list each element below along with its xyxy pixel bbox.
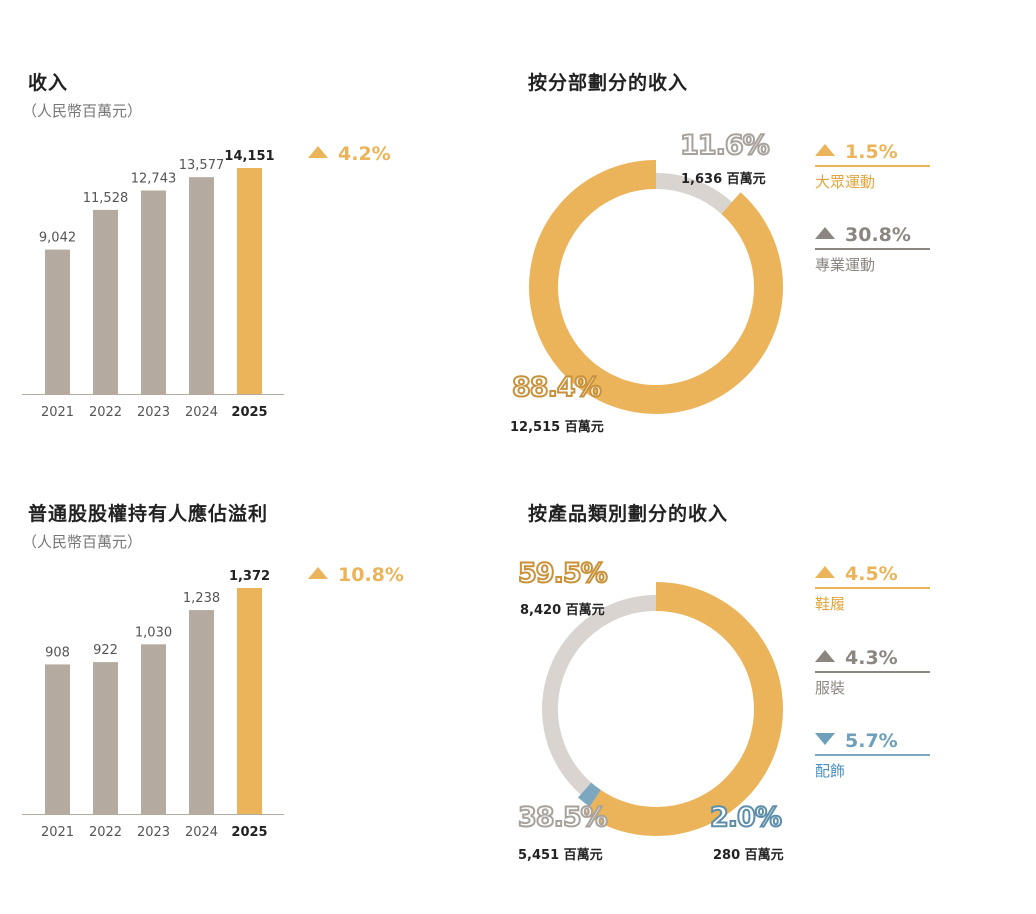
donut-slice-配飾 [577, 782, 602, 807]
bar-value-label: 908 [45, 645, 70, 660]
up-triangle-icon [815, 227, 835, 239]
bar-value-label: 11,528 [83, 191, 129, 206]
up-triangle-icon [308, 567, 328, 579]
x-tick-label: 2024 [185, 405, 218, 420]
bar-value-label: 1,372 [229, 569, 270, 584]
x-tick-label: 2023 [137, 825, 170, 840]
legend-apparel-label: 服裝 [815, 679, 846, 697]
legend-apparel-change: 4.3% [845, 647, 898, 669]
legend-footwear-change: 4.5% [845, 563, 898, 585]
profit-bar-chart: 908 2021 922 2022 1,030 2023 1,238 2024 1,372 202… [22, 569, 284, 840]
category-revenue-title: 按產品類別劃分的收入 [528, 503, 729, 525]
pro-sports-percent: 11.6% [679, 129, 771, 162]
revenue-change-value: 4.2% [338, 143, 391, 165]
up-triangle-icon [815, 650, 835, 662]
apparel-value: 5,451 百萬元 [518, 848, 603, 863]
revenue-bar-chart: 9,042 2021 11,528 2022 12,743 2023 13,577 2024 1… [22, 149, 284, 420]
revenue-change: 4.2% [308, 143, 391, 165]
bar-value-label: 1,238 [183, 591, 220, 606]
pro-sports-value: 1,636 百萬元 [681, 172, 766, 187]
donut-hole [559, 612, 753, 806]
legend-accessories-change: 5.7% [845, 730, 898, 752]
segment-revenue-title: 按分部劃分的收入 [528, 72, 689, 94]
legend-divider [815, 248, 930, 250]
donut-slice-鞋履 [584, 582, 783, 836]
x-tick-label: 2022 [89, 405, 122, 420]
legend-accessories-label: 配飾 [815, 762, 846, 780]
footwear-value: 8,420 百萬元 [520, 603, 605, 618]
x-tick-label: 2023 [137, 405, 170, 420]
revenue-title: 收入 [28, 72, 69, 94]
footwear-percent: 59.5% [517, 557, 609, 590]
accessories-value: 280 百萬元 [713, 848, 784, 863]
bar-2025 [237, 168, 262, 394]
bar-2021 [45, 664, 70, 814]
bar-value-label: 922 [93, 643, 118, 658]
donut-hole [559, 190, 753, 384]
legend-pro-sports-label: 專業運動 [815, 256, 876, 274]
x-tick-label: 2025 [231, 405, 267, 420]
bar-2025 [237, 588, 262, 814]
apparel-percent: 38.5% [517, 801, 609, 834]
legend-divider [815, 671, 930, 673]
bar-2021 [45, 249, 70, 394]
donut-slice-服裝 [542, 595, 657, 795]
bar-value-label: 9,042 [39, 231, 76, 246]
bar-2023 [141, 644, 166, 814]
x-tick-label: 2022 [89, 825, 122, 840]
up-triangle-icon [308, 146, 328, 158]
legend-mass-sports-change: 1.5% [845, 141, 898, 163]
up-triangle-icon [815, 144, 835, 156]
legend-mass-sports-label: 大眾運動 [815, 173, 876, 191]
bar-2022 [93, 209, 118, 394]
bar-2024 [189, 177, 214, 394]
legend-footwear: 4.5% 鞋履 [815, 563, 930, 614]
profit-title: 普通股股權持有人應佔溢利 [28, 503, 269, 525]
mass-sports-percent: 88.4% [511, 371, 603, 404]
down-triangle-icon [815, 733, 835, 745]
legend-pro-sports-change: 30.8% [845, 224, 911, 246]
x-tick-label: 2025 [231, 825, 267, 840]
accessories-percent: 2.0% [709, 801, 783, 834]
x-tick-label: 2021 [41, 825, 74, 840]
donut-slice-專業運動 [655, 173, 732, 215]
bar-2022 [93, 662, 118, 814]
profit-change-value: 10.8% [338, 564, 404, 586]
category-donut-chart [542, 582, 783, 836]
legend-pro-sports: 30.8% 專業運動 [815, 224, 930, 275]
legend-apparel: 4.3% 服裝 [815, 647, 930, 698]
revenue-unit: （人民幣百萬元） [22, 102, 143, 120]
legend-divider [815, 165, 930, 167]
mass-sports-value: 12,515 百萬元 [510, 420, 604, 435]
bar-value-label: 13,577 [179, 158, 225, 173]
donut-slice-大眾運動 [529, 160, 783, 414]
legend-divider [815, 587, 930, 589]
legend-mass-sports: 1.5% 大眾運動 [815, 141, 930, 192]
legend-accessories: 5.7% 配飾 [815, 730, 930, 781]
bar-value-label: 1,030 [135, 625, 172, 640]
up-triangle-icon [815, 566, 835, 578]
profit-unit: （人民幣百萬元） [22, 533, 143, 551]
legend-divider [815, 754, 930, 756]
legend-footwear-label: 鞋履 [815, 595, 846, 613]
profit-change: 10.8% [308, 564, 404, 586]
x-tick-label: 2024 [185, 825, 218, 840]
bar-2023 [141, 190, 166, 394]
segment-donut-chart [529, 160, 783, 414]
bar-value-label: 14,151 [224, 149, 274, 164]
bar-value-label: 12,743 [131, 171, 177, 186]
bar-2024 [189, 610, 214, 814]
x-tick-label: 2021 [41, 405, 74, 420]
